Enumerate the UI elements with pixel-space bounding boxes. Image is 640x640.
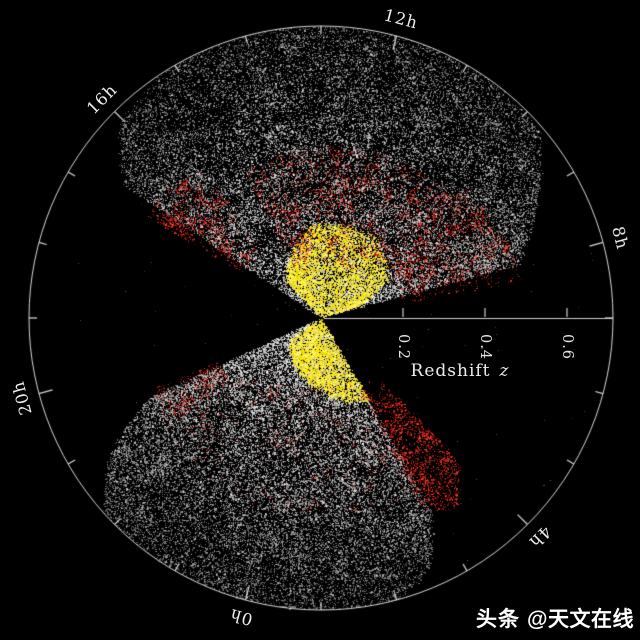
watermark-handle: @天文在线 [527, 608, 634, 631]
redshift-axis-title: Redshift z [411, 361, 510, 381]
axis-title-variable: z [499, 361, 510, 381]
axis-title-word: Redshift [410, 361, 491, 381]
watermark: 头条 @天文在线 [476, 603, 634, 633]
watermark-brand: 头条 [476, 608, 521, 631]
redshift-tick-label: 0.2 [395, 333, 411, 361]
redshift-tick-label: 0.6 [559, 333, 575, 361]
redshift-tick-label: 0.4 [477, 333, 493, 361]
